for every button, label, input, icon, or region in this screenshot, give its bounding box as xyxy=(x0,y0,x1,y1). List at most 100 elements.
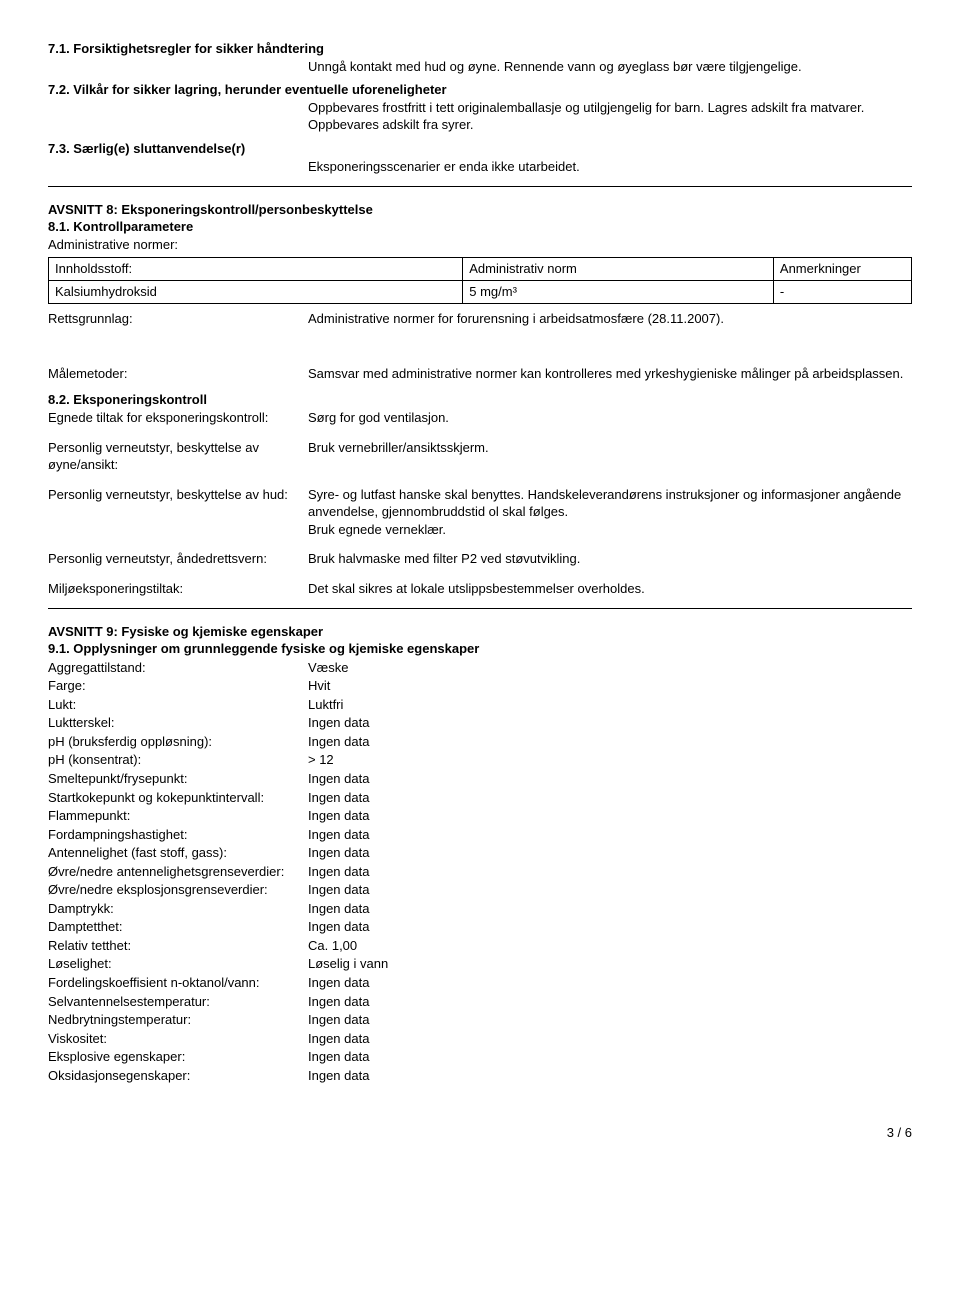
property-row: Relativ tetthet:Ca. 1,00 xyxy=(48,937,912,955)
property-label: Øvre/nedre antennelighetsgrenseverdier: xyxy=(48,863,308,881)
property-row: Øvre/nedre eksplosjonsgrenseverdier:Inge… xyxy=(48,881,912,899)
property-row: Damptrykk:Ingen data xyxy=(48,900,912,918)
table-row: Innholdsstoff: Administrativ norm Anmerk… xyxy=(49,258,912,281)
property-row: Fordampningshastighet:Ingen data xyxy=(48,826,912,844)
property-row: Viskositet:Ingen data xyxy=(48,1030,912,1048)
property-row: pH (konsentrat):> 12 xyxy=(48,751,912,769)
property-value: Bruk vernebriller/ansiktsskjerm. xyxy=(308,439,912,474)
property-label: Lukt: xyxy=(48,696,308,714)
property-value: Ingen data xyxy=(308,844,912,862)
table-cell: Kalsiumhydroksid xyxy=(49,281,463,304)
property-row: pH (bruksferdig oppløsning):Ingen data xyxy=(48,733,912,751)
heading-7-3: 7.3. Særlig(e) sluttanvendelse(r) xyxy=(48,140,308,158)
admin-norm-label: Administrative normer: xyxy=(48,236,912,254)
retts-value: Administrative normer for forurensning i… xyxy=(308,310,912,328)
divider xyxy=(48,186,912,187)
property-label: Personlig verneutstyr, beskyttelse av hu… xyxy=(48,486,308,539)
table-cell: Administrativ norm xyxy=(463,258,774,281)
property-label: Smeltepunkt/frysepunkt: xyxy=(48,770,308,788)
retts-label: Rettsgrunnlag: xyxy=(48,310,308,328)
section-8-title: AVSNITT 8: Eksponeringskontroll/personbe… xyxy=(48,201,912,219)
heading-8-2: 8.2. Eksponeringskontroll xyxy=(48,391,912,409)
property-row: Eksplosive egenskaper:Ingen data xyxy=(48,1048,912,1066)
property-row: Selvantennelsestemperatur:Ingen data xyxy=(48,993,912,1011)
divider xyxy=(48,608,912,609)
maal-value: Samsvar med administrative normer kan ko… xyxy=(308,365,912,383)
table-cell: 5 mg/m³ xyxy=(463,281,774,304)
property-row: Oksidasjonsegenskaper:Ingen data xyxy=(48,1067,912,1085)
property-row: Miljøeksponeringstiltak:Det skal sikres … xyxy=(48,580,912,598)
property-value: Ingen data xyxy=(308,770,912,788)
property-value: Sørg for god ventilasjon. xyxy=(308,409,912,427)
property-value: Hvit xyxy=(308,677,912,695)
property-label: Nedbrytningstemperatur: xyxy=(48,1011,308,1029)
norm-table: Innholdsstoff: Administrativ norm Anmerk… xyxy=(48,257,912,303)
property-label: Relativ tetthet: xyxy=(48,937,308,955)
property-value: Ingen data xyxy=(308,807,912,825)
property-row: Smeltepunkt/frysepunkt:Ingen data xyxy=(48,770,912,788)
heading-7-2: 7.2. Vilkår for sikker lagring, herunder… xyxy=(48,81,912,99)
property-value: Løselig i vann xyxy=(308,955,912,973)
property-label: pH (bruksferdig oppløsning): xyxy=(48,733,308,751)
property-row: Antennelighet (fast stoff, gass):Ingen d… xyxy=(48,844,912,862)
property-row: Egnede tiltak for eksponeringskontroll:S… xyxy=(48,409,912,427)
property-row: Øvre/nedre antennelighetsgrenseverdier:I… xyxy=(48,863,912,881)
property-row: Personlig verneutstyr, åndedrettsvern:Br… xyxy=(48,550,912,568)
heading-8-1: 8.1. Kontrollparametere xyxy=(48,218,912,236)
property-label: Egnede tiltak for eksponeringskontroll: xyxy=(48,409,308,427)
property-row: Fordelingskoeffisient n-oktanol/vann:Ing… xyxy=(48,974,912,992)
property-label: Selvantennelsestemperatur: xyxy=(48,993,308,1011)
property-value: Væske xyxy=(308,659,912,677)
property-value: Syre- og lutfast hanske skal benyttes. H… xyxy=(308,486,912,539)
property-label: Damptrykk: xyxy=(48,900,308,918)
property-label: Luktterskel: xyxy=(48,714,308,732)
property-row: Farge:Hvit xyxy=(48,677,912,695)
property-row: Løselighet:Løselig i vann xyxy=(48,955,912,973)
property-label: Miljøeksponeringstiltak: xyxy=(48,580,308,598)
property-row: Lukt:Luktfri xyxy=(48,696,912,714)
property-value: Bruk halvmaske med filter P2 ved støvutv… xyxy=(308,550,912,568)
property-label: Flammepunkt: xyxy=(48,807,308,825)
property-label: Eksplosive egenskaper: xyxy=(48,1048,308,1066)
property-label: Oksidasjonsegenskaper: xyxy=(48,1067,308,1085)
property-value: Luktfri xyxy=(308,696,912,714)
table-cell: Anmerkninger xyxy=(773,258,911,281)
property-label: Personlig verneutstyr, beskyttelse av øy… xyxy=(48,439,308,474)
property-value: Ingen data xyxy=(308,881,912,899)
property-value: Ingen data xyxy=(308,974,912,992)
property-value: Ingen data xyxy=(308,1048,912,1066)
text-7-2: Oppbevares frostfritt i tett originalemb… xyxy=(308,99,912,134)
property-value: > 12 xyxy=(308,751,912,769)
property-value: Det skal sikres at lokale utslippsbestem… xyxy=(308,580,912,598)
property-value: Ingen data xyxy=(308,826,912,844)
property-label: Aggregattilstand: xyxy=(48,659,308,677)
property-row: Luktterskel:Ingen data xyxy=(48,714,912,732)
property-row: Personlig verneutstyr, beskyttelse av hu… xyxy=(48,486,912,539)
property-value: Ca. 1,00 xyxy=(308,937,912,955)
property-value: Ingen data xyxy=(308,993,912,1011)
property-value: Ingen data xyxy=(308,1030,912,1048)
property-value: Ingen data xyxy=(308,1011,912,1029)
table-row: Kalsiumhydroksid 5 mg/m³ - xyxy=(49,281,912,304)
maal-label: Målemetoder: xyxy=(48,365,308,383)
property-label: Viskositet: xyxy=(48,1030,308,1048)
property-label: Øvre/nedre eksplosjonsgrenseverdier: xyxy=(48,881,308,899)
table-cell: - xyxy=(773,281,911,304)
text-7-3: Eksponeringsscenarier er enda ikke utarb… xyxy=(308,158,912,176)
text-7-1: Unngå kontakt med hud og øyne. Rennende … xyxy=(308,58,912,76)
property-row: Damptetthet:Ingen data xyxy=(48,918,912,936)
property-value: Ingen data xyxy=(308,918,912,936)
property-label: Fordampningshastighet: xyxy=(48,826,308,844)
property-row: Startkokepunkt og kokepunktintervall:Ing… xyxy=(48,789,912,807)
property-label: Antennelighet (fast stoff, gass): xyxy=(48,844,308,862)
heading-9-1: 9.1. Opplysninger om grunnleggende fysis… xyxy=(48,640,912,658)
heading-7-1: 7.1. Forsiktighetsregler for sikker hånd… xyxy=(48,40,912,58)
property-label: Farge: xyxy=(48,677,308,695)
table-cell: Innholdsstoff: xyxy=(49,258,463,281)
property-row: Personlig verneutstyr, beskyttelse av øy… xyxy=(48,439,912,474)
property-label: pH (konsentrat): xyxy=(48,751,308,769)
property-value: Ingen data xyxy=(308,733,912,751)
page-number: 3 / 6 xyxy=(48,1124,912,1142)
property-label: Startkokepunkt og kokepunktintervall: xyxy=(48,789,308,807)
property-row: Nedbrytningstemperatur:Ingen data xyxy=(48,1011,912,1029)
